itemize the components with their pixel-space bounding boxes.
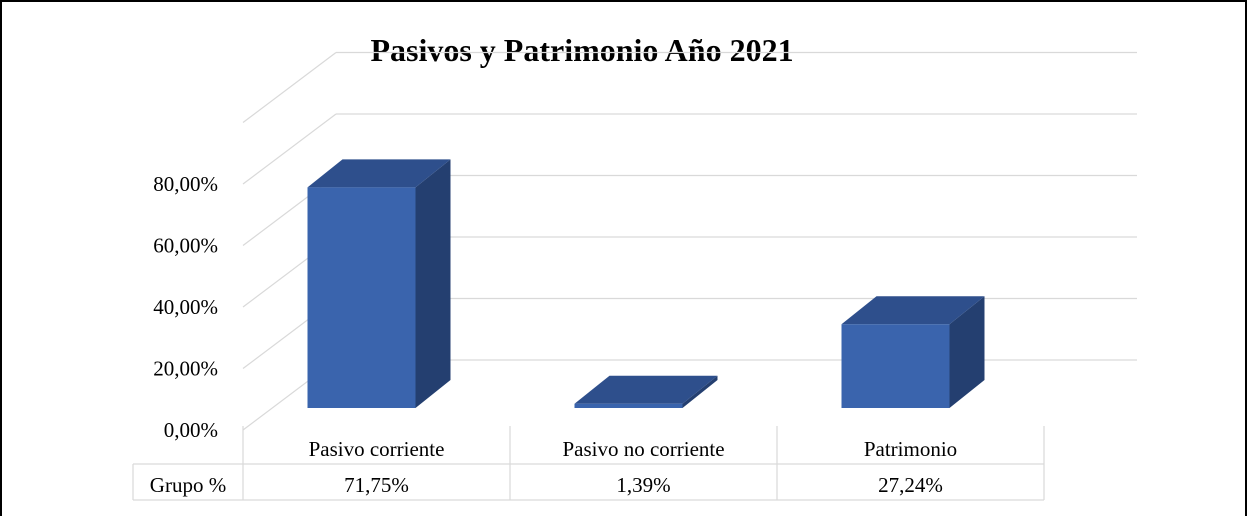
data-label: 27,24%	[878, 473, 943, 497]
series-name-label: Grupo %	[150, 473, 226, 497]
gridline-diagonal	[242, 113, 337, 185]
bar-side	[682, 375, 718, 408]
gridline-diagonal	[242, 52, 337, 123]
y-tick-label: 60,00%	[153, 234, 218, 258]
y-tick-label: 0,00%	[164, 418, 218, 442]
bar-top	[307, 159, 451, 188]
chart-title: Pasivos y Patrimonio Año 2021	[370, 32, 794, 68]
x-category-label: Pasivo no corriente	[562, 437, 724, 461]
y-tick-label: 20,00%	[153, 357, 218, 381]
bar-side	[949, 296, 985, 408]
bar-side	[415, 159, 451, 408]
x-category-label: Patrimonio	[864, 437, 957, 461]
bar	[841, 324, 950, 408]
bar	[307, 187, 416, 408]
bar	[574, 403, 683, 408]
data-label: 71,75%	[344, 473, 409, 497]
bar-top	[574, 375, 718, 404]
y-tick-label: 80,00%	[153, 172, 218, 196]
data-label: 1,39%	[616, 473, 670, 497]
x-category-label: Pasivo corriente	[309, 437, 445, 461]
y-tick-label: 40,00%	[153, 295, 218, 319]
bar-top	[841, 296, 985, 325]
